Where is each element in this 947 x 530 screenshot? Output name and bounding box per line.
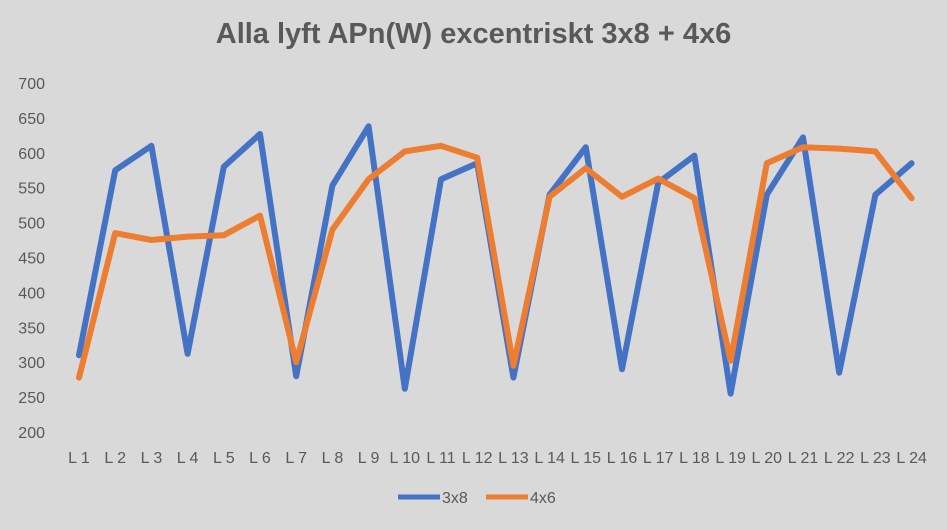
x-tick-label: L 1 (68, 450, 90, 467)
x-tick-label: L 12 (462, 450, 493, 467)
x-tick-label: L 16 (607, 450, 638, 467)
y-tick-label: 450 (18, 251, 45, 268)
x-tick-label: L 13 (498, 450, 529, 467)
x-tick-label: L 20 (752, 450, 783, 467)
x-tick-label: L 5 (213, 450, 235, 467)
x-tick-label: L 2 (104, 450, 126, 467)
x-tick-label: L 23 (860, 450, 891, 467)
series-line-4x6 (76, 142, 915, 381)
x-tick-label: L 8 (322, 450, 344, 467)
legend-label: 3x8 (442, 490, 468, 507)
y-tick-label: 550 (18, 181, 45, 198)
x-tick-label: L 18 (679, 450, 710, 467)
x-tick-label: L 6 (249, 450, 271, 467)
x-tick-label: L 7 (285, 450, 307, 467)
x-tick-label: L 22 (824, 450, 855, 467)
y-tick-label: 300 (18, 355, 45, 372)
y-tick-label: 350 (18, 320, 45, 337)
x-tick-label: L 24 (896, 450, 927, 467)
x-tick-label: L 21 (788, 450, 819, 467)
x-tick-label: L 9 (358, 450, 380, 467)
y-tick-label: 600 (18, 146, 45, 163)
x-tick-label: L 17 (643, 450, 674, 467)
x-tick-label: L 15 (571, 450, 602, 467)
y-tick-label: 650 (18, 111, 45, 128)
chart-title: Alla lyft APn(W) excentriskt 3x8 + 4x6 (215, 18, 732, 50)
x-tick-label: L 3 (141, 450, 163, 467)
y-tick-label: 400 (18, 285, 45, 302)
legend-label: 4x6 (530, 490, 556, 507)
x-tick-label: L 4 (177, 450, 199, 467)
y-tick-label: 500 (18, 216, 45, 233)
y-tick-label: 700 (18, 76, 45, 93)
x-tick-label: L 10 (390, 450, 421, 467)
x-tick-label: L 19 (715, 450, 746, 467)
x-tick-label: L 14 (534, 450, 565, 467)
x-tick-label: L 11 (426, 450, 455, 467)
y-tick-label: 200 (18, 425, 45, 442)
y-tick-label: 250 (18, 390, 45, 407)
